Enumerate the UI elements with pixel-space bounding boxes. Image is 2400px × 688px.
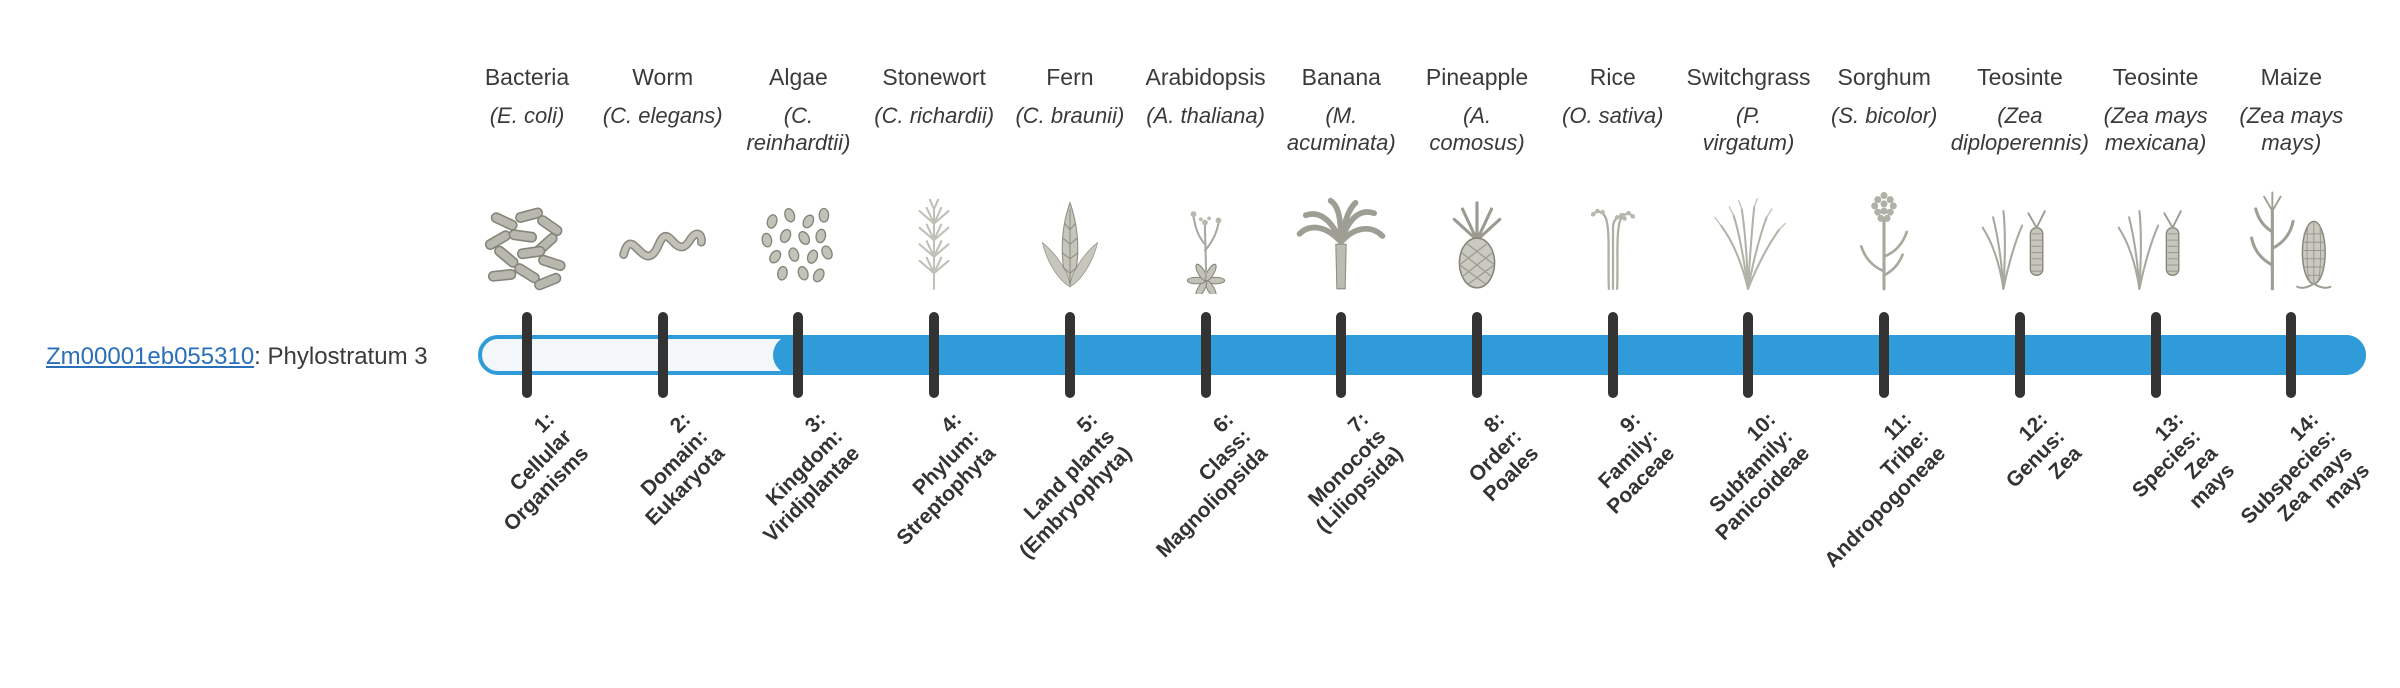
organism-icon-wrap [878, 176, 990, 294]
stratum-column: Teosinte (Zea mays mexicana) 13: Species… [2086, 0, 2239, 580]
stratum-column: Switchgrass (P. virgatum) 10: Subfamily:… [1678, 0, 1818, 580]
rice-icon [1561, 180, 1665, 294]
worm-icon [611, 180, 715, 294]
organism-scientific-name: (Zea mays mays) [2239, 103, 2344, 155]
stratum-column: Worm (C. elegans) 2: Domain: Eukaryota [593, 0, 733, 580]
timeline-fill [773, 335, 2366, 375]
organism-common-name: Teosinte [1977, 64, 2063, 90]
timeline-tick [1200, 312, 1211, 398]
phylostratum-viewer: Zm00001eb055310: Phylostratum 3 Bacteria… [46, 0, 2375, 580]
algae-icon [746, 180, 850, 294]
timeline-tick [1064, 312, 1075, 398]
organism-scientific-name: (S. bicolor) [1831, 103, 1938, 128]
gene-link[interactable]: Zm00001eb055310 [46, 343, 255, 370]
stonewort-icon [882, 180, 986, 294]
stratum-column: Rice (O. sativa) 9: Family: Poaceae [1543, 0, 1683, 580]
timeline-tick [1472, 312, 1483, 398]
organism-common-name: Maize [2260, 64, 2323, 90]
organism-scientific-name: (A. thaliana) [1146, 103, 1265, 128]
timeline-tick [793, 312, 804, 398]
organism-icon-wrap [1828, 176, 1940, 294]
stratum-column: Algae (C. reinhardtii) 3: Kingdom: Virid… [728, 0, 868, 580]
maize-icon [2239, 180, 2343, 294]
timeline-tick [1607, 312, 1618, 398]
organism-scientific-name: (C. richardii) [874, 103, 995, 128]
teosinte-icon [2104, 180, 2208, 294]
stratum-column: Bacteria (E. coli) 1: Cellular Organisms [457, 0, 597, 580]
organism-icon-wrap [1964, 176, 2076, 294]
organism-common-name: Teosinte [2112, 64, 2199, 90]
organism-common-name: Switchgrass [1686, 64, 1811, 90]
gene-label: Zm00001eb055310: Phylostratum 3 [46, 343, 428, 371]
fern-icon [1018, 180, 1122, 294]
timeline-tick [657, 312, 668, 398]
switchgrass-icon [1696, 180, 1800, 294]
arabidopsis-icon [1154, 180, 1258, 294]
organism-common-name: Arabidopsis [1145, 64, 1266, 90]
stratum-column: Arabidopsis (A. thaliana) 6: Class: Magn… [1136, 0, 1276, 580]
organism-scientific-name: (Zea diploperennis) [1950, 103, 2090, 155]
timeline-tick [2286, 312, 2297, 398]
organism-common-name: Algae [769, 64, 828, 90]
timeline-tick [522, 312, 532, 398]
organism-scientific-name: (A. comosus) [1429, 103, 1525, 155]
timeline-tick [929, 312, 940, 398]
stratum-column: Pineapple (A. comosus) 8: Order: Poales [1407, 0, 1547, 580]
sorghum-icon [1832, 180, 1936, 294]
timeline-tick [2150, 312, 2161, 398]
pineapple-icon [1425, 180, 1529, 294]
organism-common-name: Worm [632, 64, 694, 90]
bacteria-icon [475, 180, 579, 294]
organism-icon-wrap [2235, 176, 2347, 294]
organism-icon-wrap [1014, 176, 1126, 294]
gene-label-suffix: : Phylostratum 3 [254, 343, 428, 370]
organism-scientific-name: (M. acuminata) [1286, 103, 1396, 155]
organism-common-name: Sorghum [1837, 64, 1931, 90]
teosinte-icon [1968, 180, 2072, 294]
organism-icon-wrap [1692, 176, 1804, 294]
organism-common-name: Pineapple [1425, 64, 1529, 90]
stratum-column: Sorghum (S. bicolor) 11: Tribe: Andropog… [1814, 0, 1954, 580]
organism-icon-wrap [2100, 176, 2212, 294]
organism-common-name: Banana [1301, 64, 1381, 90]
organism-common-name: Stonewort [882, 64, 986, 90]
stratum-column: Fern (C. braunii) 5: Land plants (Embryo… [1000, 0, 1140, 580]
timeline-tick [1879, 312, 1890, 398]
organism-icon-wrap [1150, 176, 1262, 294]
organism-scientific-name: (E. coli) [489, 103, 565, 128]
organism-icon-wrap [742, 176, 854, 294]
organism-scientific-name: (C. braunii) [1015, 103, 1125, 128]
organism-scientific-name: (C. elegans) [602, 103, 723, 128]
organism-common-name: Rice [1589, 64, 1636, 90]
organism-scientific-name: (O. sativa) [1562, 103, 1664, 128]
organism-icon-wrap [471, 176, 583, 294]
organism-icon-wrap [1285, 176, 1397, 294]
stratum-column: Banana (M. acuminata) 7: Monocots (Lilio… [1271, 0, 1411, 580]
organism-common-name: Fern [1046, 64, 1094, 90]
organism-scientific-name: (P. virgatum) [1702, 103, 1795, 155]
stratum-column: Stonewort (C. richardii) 4: Phylum: Stre… [864, 0, 1004, 580]
organism-icon-wrap [1421, 176, 1533, 294]
stratum-column: Maize (Zea mays mays) 14: Subspecies: Ze… [2221, 0, 2375, 580]
timeline-tick [1743, 312, 1754, 398]
timeline-tick [2014, 312, 2025, 398]
organism-scientific-name: (C. reinhardtii) [746, 103, 851, 155]
organism-icon-wrap [1557, 176, 1669, 294]
organism-icon-wrap [607, 176, 719, 294]
organism-scientific-name: (Zea mays mexicana) [2103, 103, 2208, 155]
stratum-column: Teosinte (Zea diploperennis) 12: Genus: … [1950, 0, 2090, 580]
timeline-tick [1336, 312, 1347, 398]
banana-icon [1289, 180, 1393, 294]
organism-common-name: Bacteria [484, 64, 570, 90]
